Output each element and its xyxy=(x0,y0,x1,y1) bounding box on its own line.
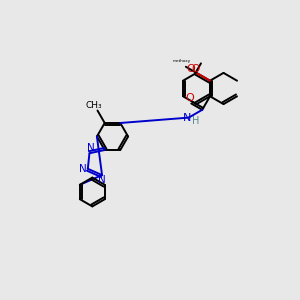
Text: O: O xyxy=(192,64,200,74)
Text: N: N xyxy=(79,164,87,174)
Text: methoxy: methoxy xyxy=(173,59,191,63)
Text: N: N xyxy=(87,143,95,153)
Text: CH₃: CH₃ xyxy=(85,100,102,109)
Text: N: N xyxy=(182,112,191,123)
Text: O: O xyxy=(187,64,195,74)
Text: O: O xyxy=(185,93,194,103)
Text: N: N xyxy=(98,175,106,185)
Text: H: H xyxy=(192,116,199,126)
